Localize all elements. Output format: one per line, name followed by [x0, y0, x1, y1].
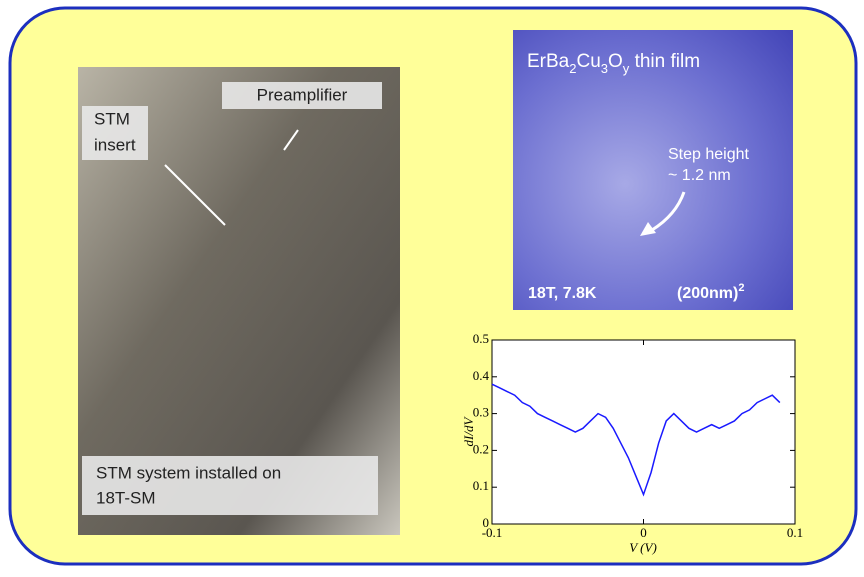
- y-tick-label: 0.5: [473, 331, 489, 346]
- data-line: [491, 383, 781, 497]
- text-part: O: [608, 51, 623, 72]
- step-label: ~ 1.2 nm: [668, 167, 731, 184]
- scale: (200nm)2: [677, 282, 744, 302]
- y-tick-label: 0: [483, 515, 490, 530]
- conditions: 18T, 7.8K: [528, 285, 597, 302]
- preamp-label: Preamplifier: [257, 85, 348, 104]
- y-tick-label: 0.1: [473, 478, 489, 493]
- caption-box: [82, 456, 378, 515]
- text-part: 3: [601, 61, 608, 76]
- stm-image: [513, 30, 793, 310]
- arrow: [651, 191, 686, 232]
- y-tick-label: 0.3: [473, 405, 489, 420]
- text-part: thin film: [629, 51, 700, 72]
- text-part: (200nm): [677, 285, 738, 302]
- insert-label: insert: [94, 135, 136, 154]
- y-tick-label: 0.4: [473, 368, 490, 383]
- x-tick-label: 0: [640, 525, 647, 540]
- arrow-head: [640, 222, 656, 236]
- text-part: ErBa: [527, 51, 570, 72]
- x-axis-label: V (V): [629, 540, 657, 555]
- step-label: Step height: [668, 146, 750, 163]
- text-part: 2: [738, 282, 744, 294]
- y-tick-label: 0.2: [473, 441, 489, 456]
- label-box: [82, 106, 148, 160]
- stm-title: ErBa2Cu3Oy thin film: [527, 51, 700, 76]
- label-box: [222, 82, 382, 109]
- pointer: [164, 164, 226, 226]
- x-tick-label: -0.1: [482, 525, 503, 540]
- insert-label: STM: [94, 109, 130, 128]
- text-part: 2: [569, 61, 576, 76]
- x-tick-label: 0.1: [787, 525, 803, 540]
- caption: 18T-SM: [96, 488, 156, 507]
- text-part: y: [623, 61, 630, 76]
- caption: STM system installed on: [96, 463, 281, 482]
- pointer: [283, 129, 299, 151]
- text-part: Cu: [576, 51, 600, 72]
- y-axis-label: dI/dV: [461, 416, 476, 447]
